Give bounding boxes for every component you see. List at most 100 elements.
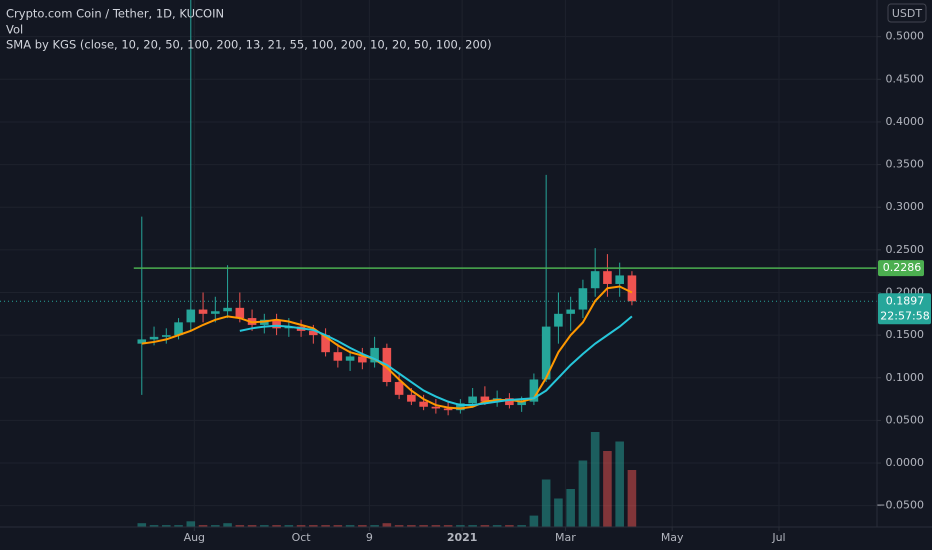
candle-body (627, 275, 637, 302)
volume-bar (296, 525, 306, 527)
candle-body (333, 352, 343, 361)
candle-body (407, 394, 416, 402)
volume-bar (517, 525, 526, 527)
volume-bar (456, 525, 465, 527)
candle-body (566, 309, 575, 314)
candle-body (578, 288, 588, 310)
candle-body (370, 347, 379, 363)
volume-bar (443, 525, 453, 527)
indicator-label[interactable]: SMA by KGS (close, 10, 20, 50, 100, 200,… (6, 38, 492, 52)
candle-body (186, 309, 196, 323)
volume-bar (590, 432, 600, 527)
candle-body (505, 398, 514, 406)
candle-body (529, 379, 539, 402)
candle-body (198, 309, 208, 314)
y-tick-label: 0.4500 (886, 72, 925, 85)
volume-bar (529, 515, 539, 527)
candle-body (174, 322, 183, 336)
candle-body (358, 356, 367, 363)
candle-body (345, 356, 355, 361)
candle-body (223, 307, 232, 312)
volume-bar (615, 441, 624, 527)
candle-body (235, 307, 245, 319)
currency[interactable]: USDT (892, 7, 923, 20)
plot (0, 0, 877, 416)
y-tick-label: 0.0500 (886, 413, 925, 426)
volume-bar (480, 525, 490, 527)
chart-title: Crypto.com Coin / Tether, 1D, KUCOIN (6, 7, 224, 21)
y-tick-label: 0.3000 (886, 200, 925, 213)
candle-body (554, 313, 563, 327)
candle-body (211, 311, 220, 314)
volume-bar (468, 525, 477, 527)
candle-body (468, 396, 477, 404)
candle-body (443, 408, 453, 411)
volume-layer (137, 432, 637, 527)
volume-bar (492, 525, 502, 527)
volume-bar (260, 525, 269, 527)
candle-body (603, 271, 612, 284)
currency-box[interactable] (887, 3, 927, 23)
volume-bar (186, 521, 196, 527)
volume-bar (198, 525, 208, 527)
y-tick-label: 0.2500 (886, 243, 925, 256)
candle-body (419, 401, 428, 407)
candle-body (480, 396, 490, 402)
volume-bar (358, 525, 367, 527)
volume-bar (541, 479, 551, 527)
volume-bar (272, 525, 281, 527)
y-tick-label: 0.3500 (886, 158, 925, 171)
candle-body (272, 319, 281, 329)
y-tick-label: 0.1500 (886, 328, 925, 341)
volume-bar (284, 525, 294, 527)
y-tick-label: 0.4000 (886, 115, 925, 128)
y-tick-label: 0.1000 (886, 371, 925, 384)
volume-bar (603, 451, 612, 527)
x-tick-label: 9 (366, 531, 373, 544)
volume-bar (578, 460, 588, 527)
volume-bar (223, 523, 232, 527)
x-tick-label: 2021 (447, 531, 478, 544)
volume-bar (505, 525, 514, 527)
candle-body (431, 406, 441, 409)
candle-body (541, 326, 551, 380)
candle-body (394, 382, 404, 395)
volume-bar (627, 470, 637, 527)
volume-bar (309, 525, 318, 527)
volume-bar (321, 525, 330, 527)
axes: 0.50000.45000.40000.35000.30000.25000.20… (184, 30, 931, 544)
candle-body (162, 335, 171, 337)
y-tick-label: 0.0000 (886, 456, 925, 469)
last-price-box (878, 293, 931, 325)
indicator-label[interactable]: Vol (6, 23, 23, 37)
volume-bar (554, 498, 563, 527)
volume-bar (394, 525, 404, 527)
level-label-box (878, 260, 924, 277)
candle-body (321, 335, 330, 353)
volume-bar (333, 525, 343, 527)
x-tick-label: Oct (292, 531, 312, 544)
sma-line (239, 315, 633, 407)
candle-body (590, 271, 600, 289)
volume-bar (149, 525, 159, 527)
candle-body (309, 330, 318, 336)
x-tick-label: Aug (184, 531, 205, 544)
volume-bar (566, 489, 575, 527)
volume-bar (174, 525, 183, 527)
volume-bar (137, 523, 147, 527)
x-tick-label: May (661, 531, 684, 544)
volume-bar (382, 523, 392, 527)
volume-bar (345, 525, 355, 527)
grid (0, 0, 877, 527)
countdown: 22:57:58 (880, 309, 929, 322)
y-tick-label: 0.5000 (886, 30, 925, 43)
volume-bar (235, 525, 245, 527)
last-price-label: 0.1897 (886, 294, 925, 307)
volume-bar (370, 525, 379, 527)
volume-bar (162, 525, 171, 527)
level-label: 0.2286 (883, 261, 922, 274)
x-tick-label: Jul (771, 531, 785, 544)
